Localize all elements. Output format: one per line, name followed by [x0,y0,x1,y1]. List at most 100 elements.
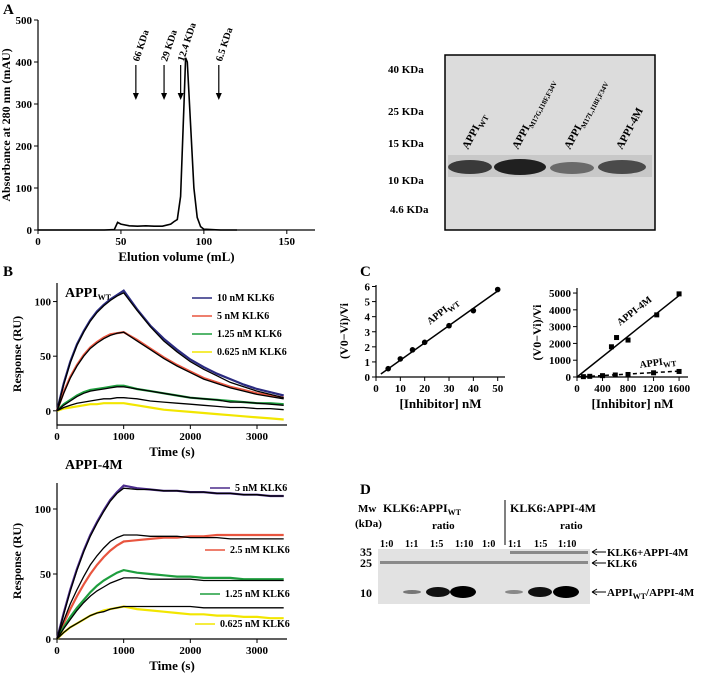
marker-label: 15 KDa [388,138,424,150]
y-tick-label: 4 [365,312,371,324]
y-tick-label: 1 [365,357,371,369]
y-tick-label: 200 [16,141,33,153]
x-tick-label: 150 [279,236,296,248]
y-tick-label: 400 [16,57,33,69]
point [397,356,404,362]
gel-band [403,590,421,594]
panel-label: C [360,264,371,280]
x-tick-label: 0 [574,383,580,395]
band-label-main: APPI [607,587,633,599]
panel-label: A [3,2,14,18]
group-label: KLK6:APPI-4M [510,501,596,515]
x-tick-label: 800 [620,383,637,395]
y-tick-label: 100 [35,504,52,516]
gel-band [494,159,546,175]
y-tick-label: 6 [365,282,371,294]
gel-band [550,162,594,174]
chart-title-main: APPI [65,286,98,301]
ratio: 1:1 [508,539,521,550]
chart-title: APPIWT [65,286,112,302]
point [676,291,682,297]
marker-label: 40 KDa [388,64,424,76]
x-tick-label: 30 [444,383,456,395]
trendline [380,290,499,375]
point [654,312,660,318]
data-line [55,533,284,640]
band-label: APPIWT/APPI-4M [607,587,695,601]
y-tick-label: 0 [46,406,52,418]
point [409,347,416,353]
y-tick-label: 500 [16,15,33,27]
point [587,373,593,379]
arrow [591,548,606,596]
x-tick-label: 0 [54,431,60,443]
point [421,339,428,346]
annotation-label: 12.4 KDa [176,21,199,62]
ratio: 1:5 [534,539,547,550]
y-axis-label: (V0−Vi)/Vi [530,304,544,361]
legend-label: 1.25 nM KLK6 [217,329,282,340]
mw-unit: (kDa) [355,518,382,530]
series-label-main: APPI [639,357,664,371]
group-label-main: KLK6:APPI [383,501,448,515]
point [651,370,657,376]
point [494,286,501,293]
x-tick-label: 3000 [246,645,269,657]
chart-title: APPI-4M [65,458,123,473]
y-tick-label: 0 [566,372,572,384]
legend-label: 5 nM KLK6 [235,483,287,494]
x-tick-label: 0 [54,645,60,657]
x-tick-label: 400 [594,383,611,395]
group-label-sub: WT [448,508,462,517]
data-line [56,384,284,412]
data-line [56,402,284,421]
arrow-head [215,93,222,100]
gel-band [528,587,552,597]
legend-label: 1.25 nM KLK6 [225,589,290,600]
x-tick-label: 100 [196,236,213,248]
gel-band [505,590,523,594]
x-tick-label: 3000 [246,431,269,443]
marker-label: 10 KDa [388,175,424,187]
ratio: 1:10 [558,539,576,550]
ratio: 1:0 [482,539,495,550]
mw-marker: 35 [360,545,372,559]
data-line [56,386,284,412]
x-axis-label: [Inhibitor] nM [592,396,674,411]
gel [444,54,656,231]
axis [37,20,315,231]
legend-label: 0.625 nM KLK6 [217,347,287,358]
x-tick-label: 1000 [113,645,136,657]
x-tick-label: 0 [373,383,379,395]
marker-label: 25 KDa [388,106,424,118]
y-tick-label: 0 [46,634,52,646]
panel-label: B [3,264,13,280]
arrow-head [177,93,184,100]
y-tick-label: 50 [40,569,52,581]
gel-band [380,561,588,564]
point [580,374,586,380]
ratio-label: ratio [432,520,455,532]
y-tick-label: 1000 [549,355,572,367]
y-axis-label: Absorbance at 280 nm (mAU) [0,48,13,201]
trendline [576,294,680,378]
y-tick-label: 0 [365,372,371,384]
x-tick-label: 2000 [179,645,202,657]
point [612,372,618,378]
y-tick-label: 100 [16,183,33,195]
mw-marker: 10 [360,586,372,600]
mw-marker: 25 [360,556,372,570]
x-tick-label: 1600 [668,383,691,395]
point [676,368,682,374]
point [385,365,391,372]
data-line [56,487,284,640]
panel-label: D [360,482,371,498]
y-tick-label: 5000 [549,288,572,300]
data-line [56,534,284,640]
y-tick-label: 2 [365,342,371,354]
arrow-head [132,93,139,100]
data-line [56,568,284,640]
series-label: APPIWT [639,355,678,373]
y-axis-label: Response (RU) [10,316,24,392]
marker-label: 4.6 KDa [390,204,429,216]
